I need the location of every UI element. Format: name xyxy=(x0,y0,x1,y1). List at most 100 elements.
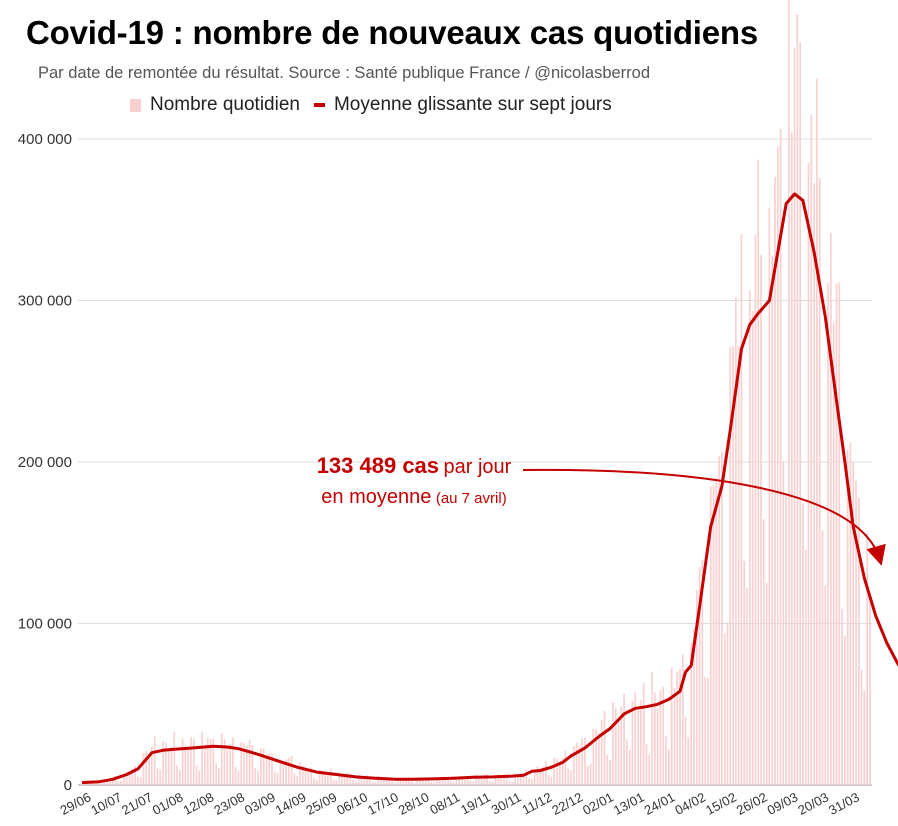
daily-bars xyxy=(81,0,871,786)
daily-bar xyxy=(310,767,312,785)
daily-bar xyxy=(522,773,525,785)
daily-bar xyxy=(380,777,382,785)
daily-bar xyxy=(556,759,558,785)
daily-bar xyxy=(181,738,184,785)
daily-bar xyxy=(134,765,136,785)
daily-bar xyxy=(598,733,600,785)
daily-bar xyxy=(363,775,366,785)
daily-bar xyxy=(684,716,687,785)
y-tick-label: 100 000 xyxy=(18,616,72,633)
daily-bar xyxy=(176,765,178,785)
daily-bar xyxy=(673,687,676,785)
daily-bar xyxy=(234,767,237,785)
daily-bar xyxy=(215,763,217,785)
daily-bar xyxy=(151,746,153,785)
daily-bar xyxy=(394,782,396,785)
daily-bar xyxy=(558,762,561,785)
x-tick-label: 22/12 xyxy=(549,789,585,818)
daily-bar xyxy=(100,783,103,785)
daily-bar xyxy=(466,776,469,785)
x-tick-label: 01/08 xyxy=(150,789,186,818)
daily-bar xyxy=(634,692,637,785)
daily-bar xyxy=(416,777,419,785)
daily-bar xyxy=(153,736,156,785)
daily-bar xyxy=(329,768,332,785)
daily-bar xyxy=(760,254,762,785)
daily-bar xyxy=(729,346,732,785)
daily-bar xyxy=(707,678,709,785)
daily-bar xyxy=(570,770,572,785)
daily-bar xyxy=(388,777,391,785)
daily-bar xyxy=(324,770,326,785)
annotation-text1: par jour xyxy=(443,456,512,478)
daily-bar xyxy=(201,731,203,785)
x-tick-label: 02/01 xyxy=(580,789,616,818)
daily-bar xyxy=(357,775,360,785)
daily-bar xyxy=(262,748,265,785)
daily-bar xyxy=(547,775,550,785)
daily-bar xyxy=(139,777,142,785)
daily-bar xyxy=(382,777,385,785)
daily-bar xyxy=(461,777,463,785)
daily-bar xyxy=(293,773,296,785)
daily-bar xyxy=(863,690,866,785)
daily-bar xyxy=(285,759,287,785)
daily-bar xyxy=(765,582,768,785)
x-tick-label: 17/10 xyxy=(365,789,401,818)
x-tick-label: 14/09 xyxy=(273,789,309,818)
daily-bar xyxy=(793,47,796,785)
daily-bar xyxy=(463,776,466,785)
daily-bar xyxy=(223,739,226,785)
x-tick-label: 28/10 xyxy=(396,789,432,818)
daily-bar xyxy=(366,775,368,785)
x-axis-labels: 29/0610/0721/0701/0812/0823/0803/0914/09… xyxy=(58,789,862,818)
daily-bar xyxy=(737,345,740,785)
daily-bar xyxy=(578,746,581,785)
daily-bar xyxy=(589,763,592,785)
daily-bar xyxy=(533,769,536,785)
daily-bar xyxy=(774,176,776,785)
daily-bar xyxy=(346,772,349,785)
daily-bar xyxy=(430,781,433,785)
daily-bar xyxy=(857,497,860,785)
daily-bar xyxy=(271,753,273,785)
daily-bar xyxy=(709,486,712,785)
annotation-value: 133 489 cas xyxy=(316,453,440,478)
moving-average-line xyxy=(81,192,898,785)
y-tick-label: 200 000 xyxy=(18,454,72,471)
daily-bar xyxy=(123,774,125,785)
daily-bar xyxy=(723,633,726,785)
annotation: 133 489 cas par jour en moyenne (au 7 av… xyxy=(296,452,532,513)
chart-subtitle: Par date de remontée du résultat. Source… xyxy=(38,64,651,82)
daily-bar xyxy=(131,768,134,785)
daily-bar xyxy=(617,722,620,785)
daily-bar xyxy=(519,774,522,785)
x-tick-label: 24/01 xyxy=(642,789,678,818)
x-tick-label: 04/02 xyxy=(672,789,708,818)
daily-bar xyxy=(167,748,170,785)
daily-bar xyxy=(740,234,743,785)
daily-bar xyxy=(849,442,852,785)
daily-bar xyxy=(198,770,201,785)
daily-bar xyxy=(106,779,108,785)
daily-bar xyxy=(148,756,150,785)
daily-bar xyxy=(816,78,818,786)
daily-bar xyxy=(600,719,603,785)
daily-bar xyxy=(469,780,472,785)
daily-bar xyxy=(206,738,209,785)
daily-bar xyxy=(852,461,855,785)
daily-bar xyxy=(799,42,801,786)
daily-bar xyxy=(441,778,444,785)
daily-bar xyxy=(503,776,505,785)
daily-bar xyxy=(838,282,841,785)
daily-bar xyxy=(542,766,544,785)
daily-bar xyxy=(581,738,584,785)
x-tick-label: 06/10 xyxy=(334,789,370,818)
daily-bar xyxy=(595,729,597,785)
daily-bar xyxy=(500,776,502,785)
daily-bar xyxy=(391,781,394,785)
daily-bar xyxy=(438,777,441,785)
daily-bar xyxy=(137,776,139,785)
daily-bar xyxy=(422,778,424,785)
